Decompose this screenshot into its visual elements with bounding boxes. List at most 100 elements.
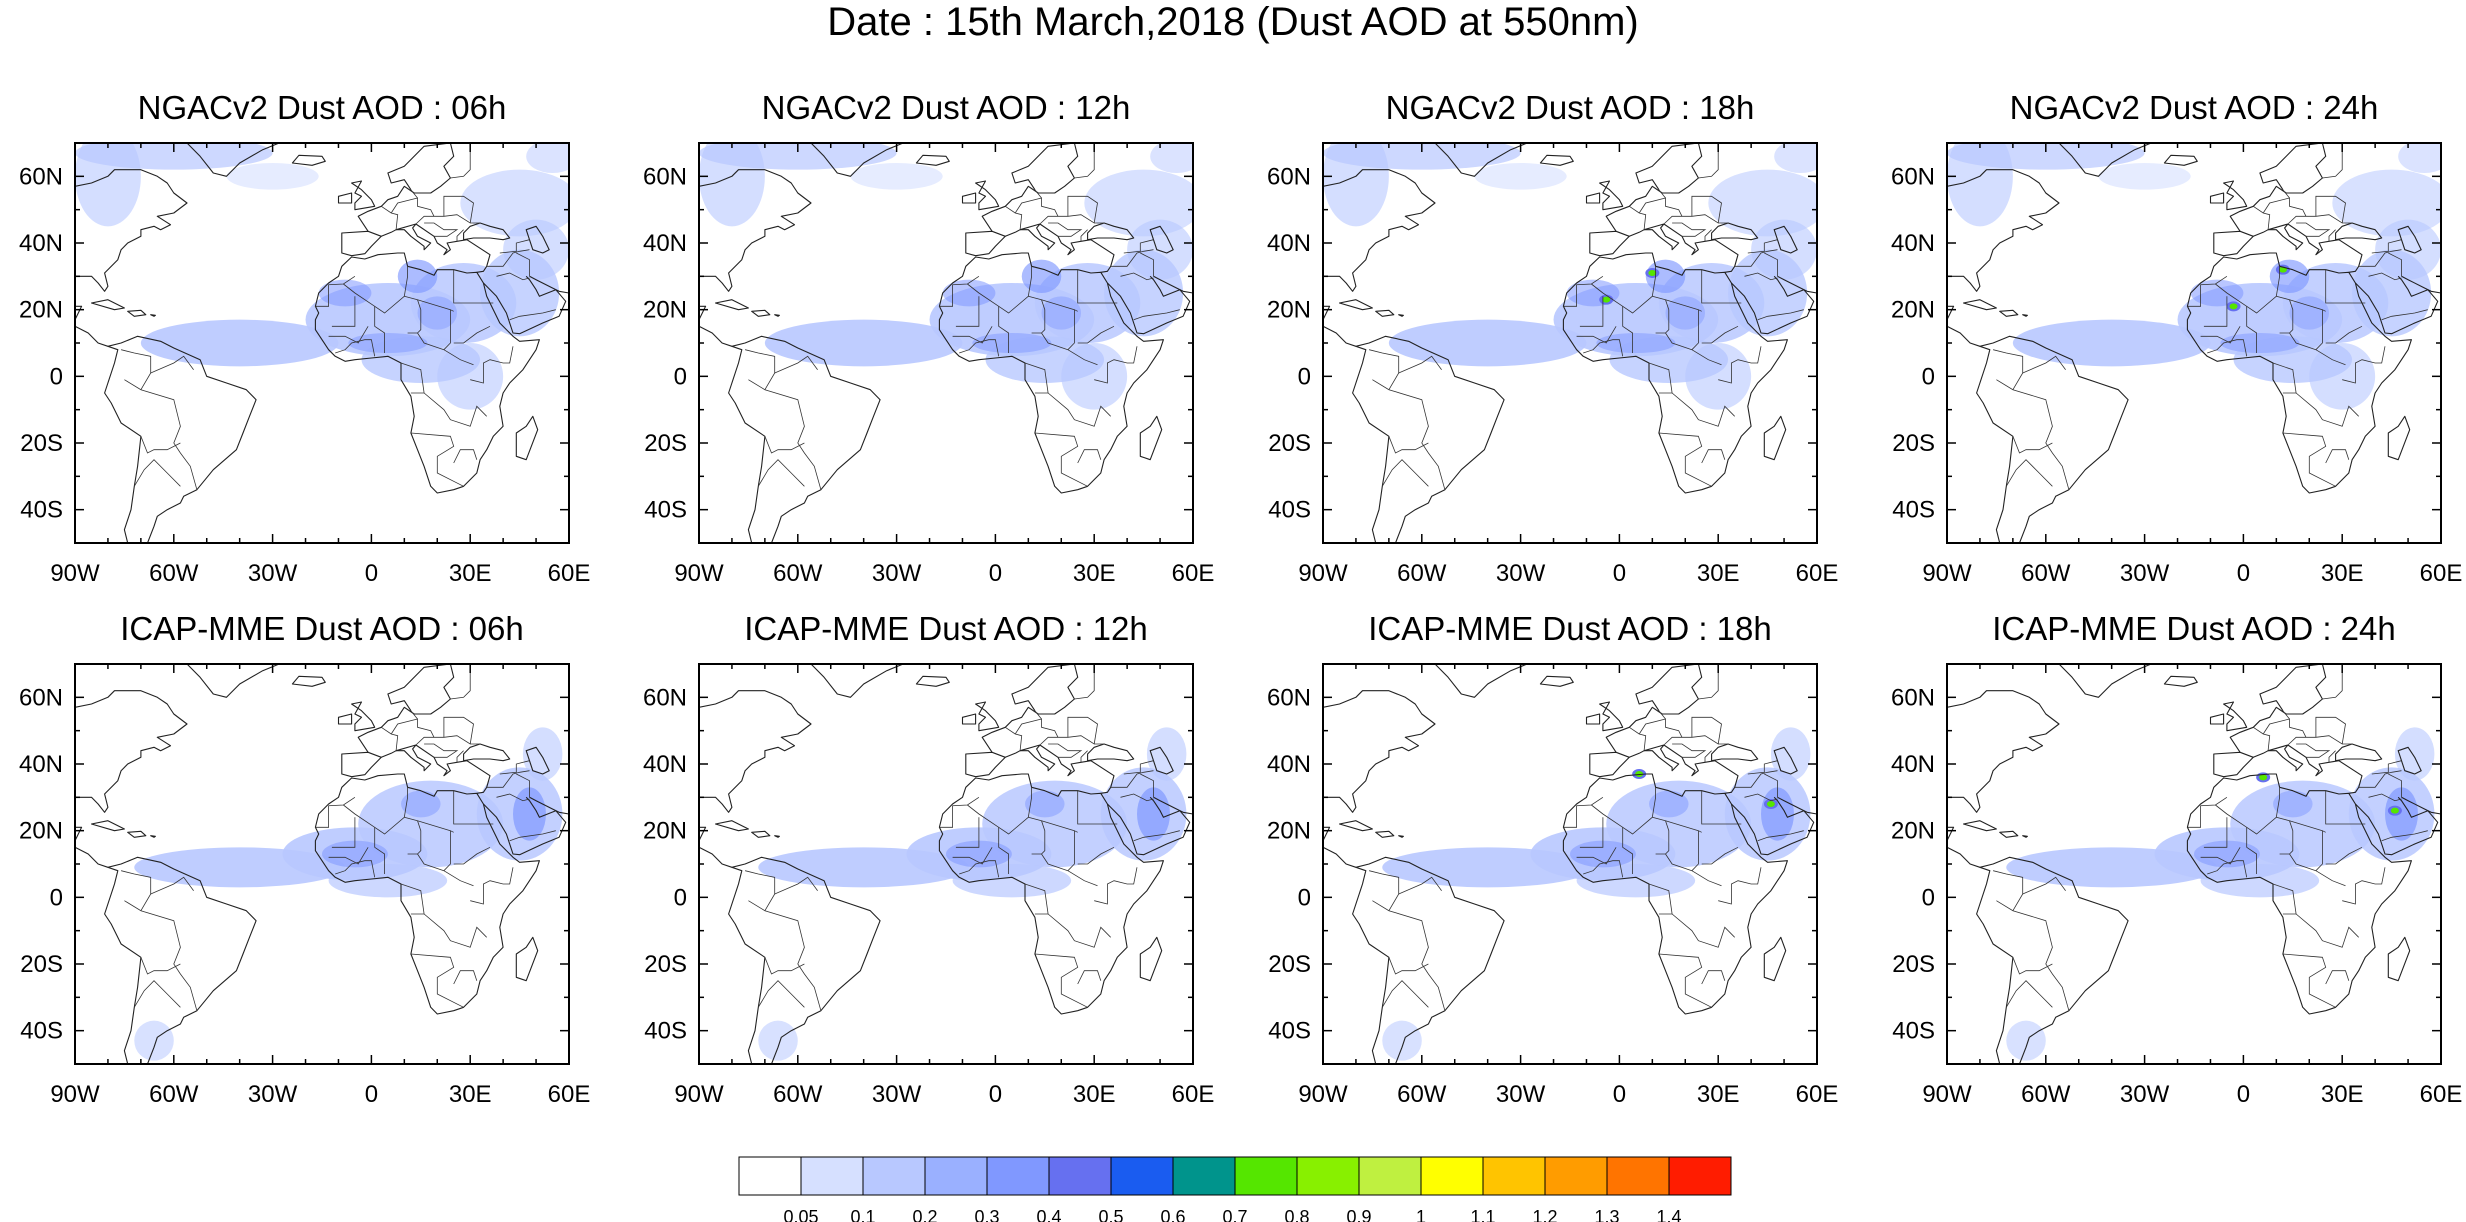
coastline [1434, 664, 1528, 698]
colorbar-swatch [1172, 1156, 1236, 1196]
coastline [1773, 225, 1798, 254]
coastline [341, 751, 382, 778]
country-border [1734, 249, 1778, 267]
country-border [404, 816, 454, 833]
lon-label: 90W [1298, 1081, 1348, 1108]
country-border [764, 957, 805, 975]
aod-shading [1947, 143, 2013, 227]
map-panel: 60N 40N 20N 0 20S 40S 90W 60W 30W 0 30E 60E [19, 142, 590, 587]
country-border [2022, 876, 2066, 895]
coastline [2213, 751, 2254, 778]
country-border [121, 349, 152, 390]
coastline [1107, 796, 1191, 856]
country-border [2279, 820, 2294, 855]
aod-shading-core [1021, 259, 1062, 294]
coastline [2058, 143, 2152, 177]
panel-title: NGACv2 Dust AOD : 18h [1385, 89, 1755, 126]
lat-label: 0 [1298, 363, 1311, 390]
coastline [291, 154, 326, 166]
lat-label: 40S [20, 497, 63, 524]
island [774, 314, 780, 317]
country-border [423, 913, 487, 948]
coastline [351, 180, 376, 211]
country-border [1024, 883, 1049, 915]
aod-hotspot [2390, 807, 2399, 814]
country-border [417, 332, 445, 351]
country-border [390, 718, 435, 738]
country-border [2279, 299, 2294, 334]
island [714, 299, 749, 311]
country-border [404, 295, 454, 312]
coastline [515, 936, 539, 982]
country-border [424, 222, 459, 237]
aod-shading [75, 143, 141, 227]
coastline [1763, 936, 1787, 982]
country-border [2282, 710, 2290, 720]
aod-shading [1127, 219, 1193, 280]
colorbar-label: 0.5 [1098, 1207, 1123, 1222]
coastline [2397, 225, 2422, 254]
country-border [2325, 269, 2366, 304]
country-border [2328, 750, 2336, 763]
lon-label: 30E [2321, 560, 2364, 587]
country-border [1658, 189, 1666, 199]
aod-shading-core [1649, 790, 1689, 818]
aod-shading [1576, 864, 1696, 898]
coastline [1323, 169, 1436, 292]
country-border [1031, 820, 1046, 855]
country-border [499, 239, 530, 254]
island [1999, 830, 2019, 838]
country-border [2276, 816, 2326, 833]
colorbar-label: 0.9 [1346, 1207, 1371, 1222]
coastline [1323, 826, 1357, 868]
colorbar-swatch [1606, 1156, 1670, 1196]
country-border [2246, 827, 2257, 874]
country-border [150, 876, 194, 895]
country-border [1576, 326, 1617, 344]
colorbar-label: 0.8 [1284, 1207, 1309, 1222]
country-border [1563, 275, 1604, 307]
lon-label: 60W [773, 1081, 823, 1108]
lon-label: 90W [1922, 560, 1972, 587]
country-border [1005, 205, 1023, 230]
lat-label: 20S [644, 951, 687, 978]
coastline [2223, 701, 2248, 732]
lon-label: 30W [248, 1081, 298, 1108]
country-border [1764, 773, 1778, 798]
lat-label: 40N [1267, 751, 1311, 778]
country-border [1034, 432, 1088, 487]
country-border [453, 846, 491, 865]
aod-shading [1061, 343, 1128, 410]
country-border [443, 716, 474, 745]
country-border [1048, 222, 1083, 237]
country-border [410, 432, 464, 487]
country-border [1034, 710, 1042, 720]
aod-shading [982, 780, 1128, 868]
country-border [1648, 362, 1673, 394]
country-border [124, 900, 198, 1011]
coastline [965, 751, 1006, 778]
country-border [2296, 222, 2331, 237]
aod-field [134, 727, 563, 1061]
aod-shading-core [318, 279, 372, 307]
country-border [2215, 266, 2280, 314]
country-border [2388, 252, 2402, 277]
country-border [410, 953, 464, 1008]
country-border [2022, 355, 2066, 374]
aod-shading [1084, 169, 1193, 237]
lon-label: 30W [872, 560, 922, 587]
country-border [1120, 272, 1154, 281]
aod-shading [2332, 169, 2441, 237]
country-borders [1993, 143, 2428, 490]
country-border [1094, 867, 1138, 905]
country-border [1704, 229, 1712, 242]
colorbar-swatch [1420, 1156, 1484, 1196]
country-border [1067, 716, 1098, 745]
coastline [981, 664, 1079, 753]
colorbar-swatch [738, 1156, 802, 1196]
lat-label: 40S [1892, 497, 1935, 524]
coastline [2186, 773, 2412, 1015]
country-border [1024, 362, 1049, 394]
country-border [764, 436, 805, 454]
lon-label: 0 [2237, 1081, 2250, 1108]
